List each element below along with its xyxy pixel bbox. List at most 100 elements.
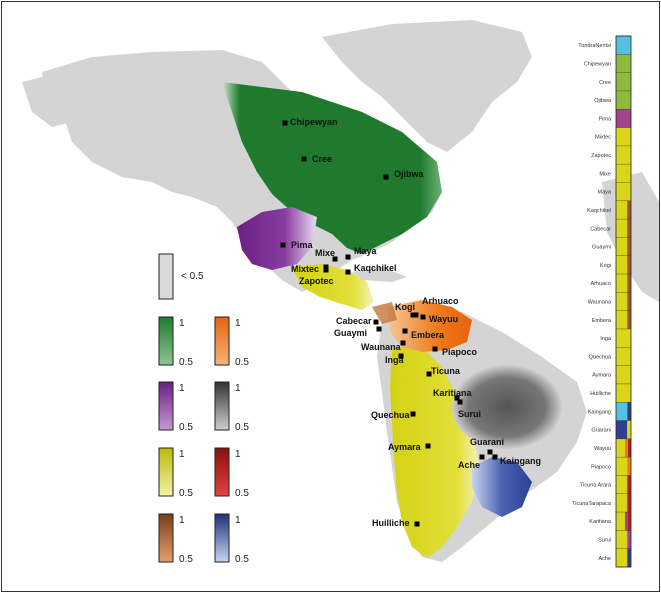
bar-outline [615, 35, 632, 568]
bar-segment [627, 237, 631, 257]
legend-swatch-gray-below [158, 253, 174, 300]
bar-segment [616, 200, 628, 220]
bar-label: Arhuaco [591, 281, 612, 287]
bar-label: Quechua [589, 354, 612, 360]
population-label: Inga [385, 355, 404, 365]
population-label: Arhuaco [422, 296, 459, 306]
legend-scale: 10.5 [214, 447, 249, 499]
population-label: Mixe [315, 248, 335, 258]
bar-segment [616, 72, 631, 92]
bar-label: TicunaTarapaca [572, 501, 612, 507]
bar-segment [616, 438, 625, 458]
bar-segment [627, 402, 631, 421]
population-marker [492, 454, 498, 460]
bar-label: Mixtec [595, 135, 611, 141]
bar-label: Piapoco [591, 464, 611, 470]
population-marker [457, 399, 463, 405]
population-marker [280, 242, 286, 248]
population-marker [323, 267, 329, 273]
bar-label: Waunana [588, 300, 612, 306]
bar-label: Guarani [591, 428, 611, 434]
bar-segment [627, 530, 631, 549]
population-marker [323, 264, 329, 270]
bar-label: Huilliche [590, 391, 611, 397]
legend-scale: 10.5 [158, 316, 193, 368]
population-label: Cabecar [336, 316, 372, 326]
bar-label: Guaymi [592, 245, 611, 251]
legend-scale: 10.5 [158, 381, 193, 433]
legend-scale: 10.5 [214, 316, 249, 368]
population-marker [487, 449, 493, 455]
bar-segment [627, 457, 631, 476]
population-label: Kaingang [500, 456, 541, 466]
greenland [322, 20, 532, 152]
legend-scale-max: 1 [179, 449, 185, 460]
bar-segment [616, 219, 628, 238]
bar-label: Kogi [600, 263, 611, 269]
cuba [352, 267, 407, 282]
population-label: Cree [312, 154, 332, 164]
yellow-mesoamerica-region [292, 264, 374, 310]
bar-label: Zapotec [591, 153, 611, 159]
bar-segment [616, 292, 628, 311]
population-marker [345, 254, 351, 260]
orange-region [387, 300, 472, 352]
legend-scale-swatch [158, 447, 174, 497]
bar-segment [616, 90, 631, 110]
population-marker [383, 174, 389, 180]
bar-label: Embera [592, 318, 612, 324]
ancestry-regions [222, 82, 562, 558]
bar-label: Cabecar [590, 226, 611, 232]
bar-segment [616, 54, 631, 73]
bar-segment [616, 512, 625, 531]
population-marker [432, 346, 438, 352]
bar-segment [627, 292, 631, 311]
population-label: Karitiana [433, 388, 473, 398]
bar-segment [616, 36, 631, 55]
legend-scale-max: 1 [179, 383, 185, 394]
population-label: Ticuna [431, 366, 461, 376]
legend-scale-min: 0.5 [179, 357, 193, 368]
bar-label: Ache [598, 556, 611, 562]
bar-segment [628, 438, 631, 458]
population-marker [301, 156, 307, 162]
population-marker [402, 328, 408, 334]
population-label: Surui [458, 409, 481, 419]
gray-region [452, 365, 562, 449]
population-label: Aymara [388, 442, 422, 452]
bar-segment [628, 512, 631, 531]
bar-label: Wayuu [594, 446, 611, 452]
legend-scale: 10.5 [158, 513, 193, 565]
population-label: Guarani [470, 437, 504, 447]
legend-scale-min: 0.5 [235, 357, 249, 368]
population-label: Pima [291, 240, 314, 250]
bar-segment [625, 512, 628, 531]
legend-scale-max: 1 [235, 383, 241, 394]
bar-segment [627, 274, 631, 293]
legend-scale-max: 1 [179, 515, 185, 526]
bar-segment [616, 328, 631, 348]
bar-segment [627, 255, 631, 275]
bar-segment [627, 548, 631, 568]
bar-segment [627, 420, 631, 440]
bar-segment [627, 219, 631, 238]
population-marker [332, 256, 338, 262]
population-marker [420, 314, 426, 320]
legend-scale: 10.5 [214, 513, 249, 565]
bar-label: Ojibwa [594, 98, 612, 104]
population-label: Huilliche [372, 518, 410, 528]
bar-label: Kaqchikel [587, 208, 611, 214]
population-marker [410, 312, 416, 318]
population-marker [454, 395, 460, 401]
population-marker [400, 340, 406, 346]
bar-label: Surui [598, 538, 611, 544]
bar-segment [616, 255, 628, 275]
legend-below-label: < 0.5 [181, 271, 204, 282]
population-marker [345, 269, 351, 275]
population-marker [376, 326, 382, 332]
bar-label: Aymara [592, 373, 612, 379]
population-label: Ache [458, 460, 480, 470]
population-label: Mixtec [291, 264, 319, 274]
legend-scale-max: 1 [235, 515, 241, 526]
